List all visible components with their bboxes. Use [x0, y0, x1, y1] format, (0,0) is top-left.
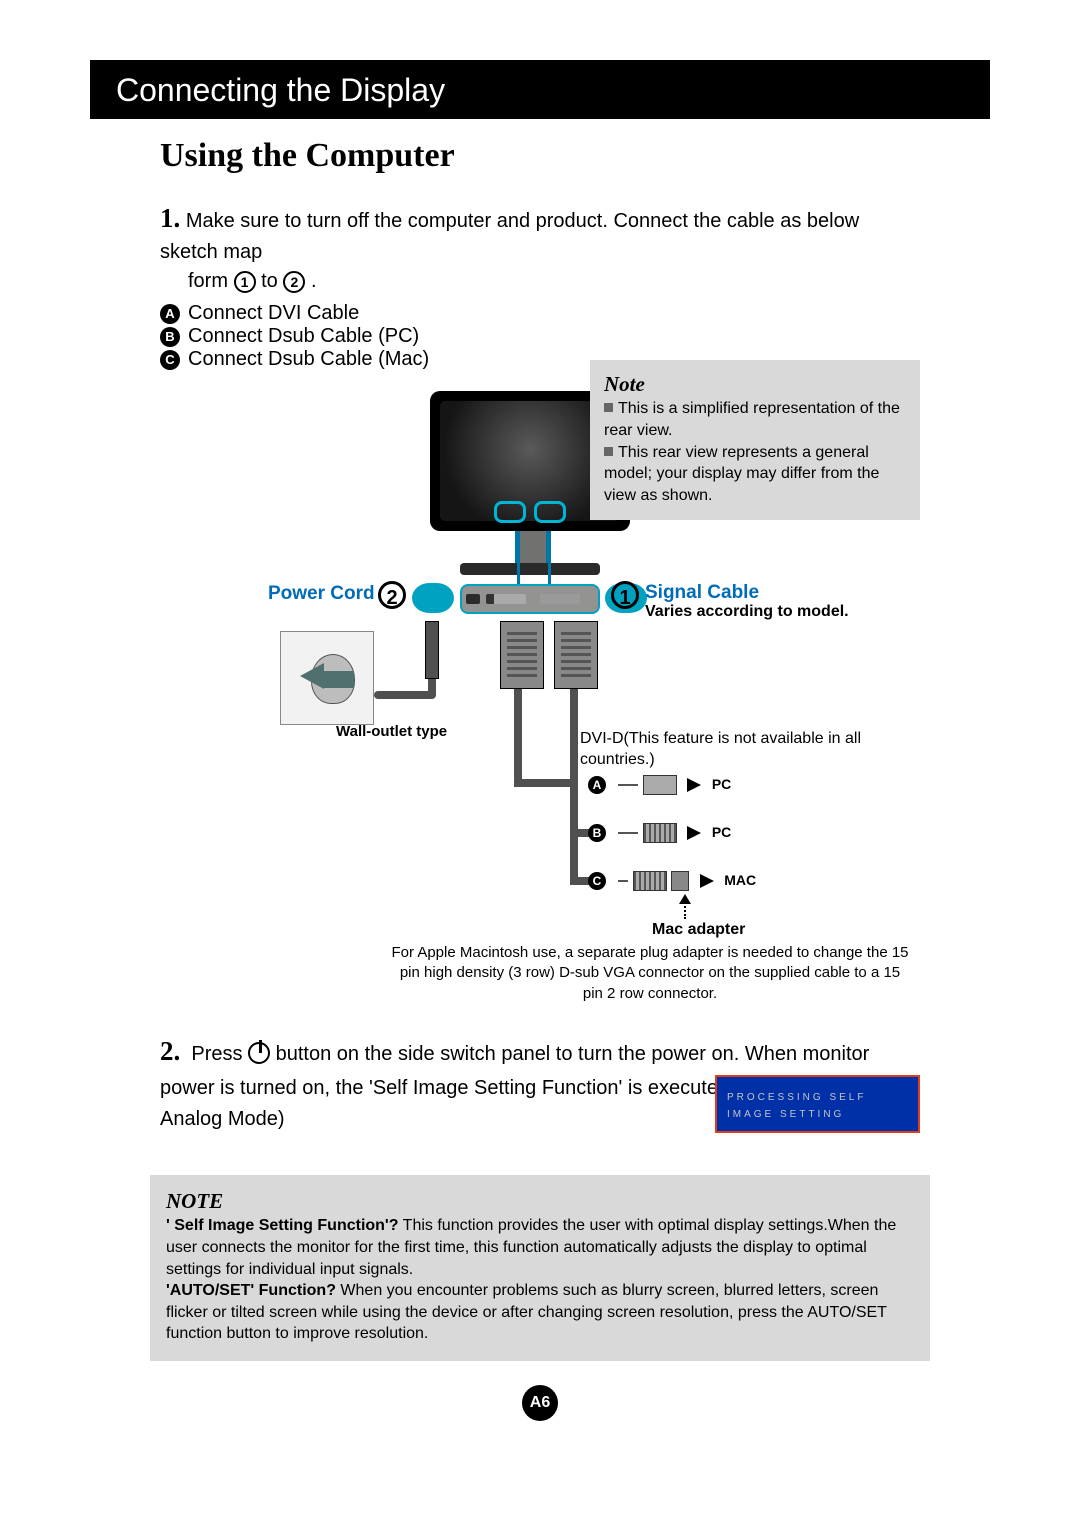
mac-note: For Apple Macintosh use, a separate plug…	[390, 943, 910, 1004]
blue-l1: PROCESSING SELF	[727, 1089, 908, 1106]
power-cable-2	[374, 691, 434, 699]
dot-A: A	[160, 304, 180, 324]
note-box-1: Note This is a simplified representation…	[590, 360, 920, 520]
note1-title: Note	[604, 370, 906, 398]
dest-B: PC	[712, 824, 731, 840]
cable-highlight-1	[517, 531, 520, 586]
sig-cable-7	[570, 837, 578, 885]
arrow-C-icon	[700, 874, 714, 888]
signal-num-circle: 1	[611, 581, 639, 609]
dest-A: PC	[712, 776, 731, 792]
step2-a: Press	[191, 1043, 248, 1065]
mac-adapter-label: Mac adapter	[652, 921, 745, 939]
blue-l2: IMAGE SETTING	[727, 1106, 908, 1123]
wall-arrow-stem	[324, 671, 354, 688]
conn-row-C: C MAC	[580, 871, 800, 891]
sig-cable-1	[514, 689, 522, 719]
arrow-B-icon	[687, 826, 701, 840]
self-image-panel: PROCESSING SELF IMAGE SETTING	[715, 1075, 920, 1133]
page-banner: Connecting the Display	[90, 60, 990, 119]
monitor-port-1	[494, 501, 526, 523]
power-num-circle: 2	[378, 581, 406, 609]
sig-cable-4	[514, 779, 574, 787]
dsub-plug-icon	[554, 621, 598, 689]
circled-1: 1	[234, 271, 256, 293]
dot-C: C	[160, 350, 180, 370]
wall-arrow-icon	[300, 663, 324, 689]
subC: Connect Dsub Cable (Mac)	[188, 348, 429, 370]
step-1: 1. Make sure to turn off the computer an…	[160, 199, 920, 296]
step1-text-b: form	[188, 270, 234, 292]
power-plug-icon	[425, 621, 439, 679]
subB: Connect Dsub Cable (PC)	[188, 325, 419, 347]
note1-i1: This rear view represents a general mode…	[604, 444, 879, 504]
cable-highlight-2	[548, 531, 551, 586]
note1-i0: This is a simplified representation of t…	[604, 400, 900, 439]
arrow-A-icon	[687, 778, 701, 792]
varies-label: Varies according to model.	[645, 603, 849, 621]
circled-2: 2	[283, 271, 305, 293]
power-cord-label: Power Cord	[268, 583, 375, 605]
sig-cable-3	[514, 717, 522, 785]
dvi-plug-icon	[500, 621, 544, 689]
step1-num: 1.	[160, 203, 180, 233]
subA: Connect DVI Cable	[188, 302, 359, 324]
conn-dot-A: A	[588, 776, 606, 794]
signal-cable-label: Signal Cable	[645, 582, 759, 604]
step1-text-d: .	[311, 270, 317, 292]
note2-p2-b: 'AUTO/SET' Function?	[166, 1282, 336, 1299]
conn-dot-C: C	[588, 872, 606, 890]
section-title: Using the Computer	[160, 137, 920, 175]
monitor-stand-neck	[515, 531, 549, 563]
conn-row-A: A PC	[580, 775, 800, 795]
step1-text-a: Make sure to turn off the computer and p…	[160, 210, 859, 263]
sig-cable-2	[570, 689, 578, 837]
monitor-port-2	[534, 501, 566, 523]
dest-C: MAC	[724, 872, 756, 888]
step2-num: 2.	[160, 1036, 180, 1066]
port-strip	[460, 584, 600, 614]
note2-p1-b: ' Self Image Setting Function'?	[166, 1217, 399, 1234]
step1-text-c: to	[261, 270, 283, 292]
monitor-stand-base	[460, 563, 600, 575]
note-box-2: NOTE ' Self Image Setting Function'? Thi…	[150, 1175, 930, 1361]
dvi-note: DVI-D(This feature is not available in a…	[580, 729, 920, 771]
power-port-highlight	[412, 583, 454, 613]
power-icon	[248, 1042, 270, 1064]
dot-B: B	[160, 327, 180, 347]
note2-title: NOTE	[166, 1187, 914, 1215]
page-number: A6	[522, 1385, 558, 1421]
mac-adapter-dots	[684, 899, 686, 919]
wall-outlet-label: Wall-outlet type	[336, 723, 447, 740]
conn-row-B: B PC	[580, 823, 800, 843]
conn-dot-B: B	[588, 824, 606, 842]
